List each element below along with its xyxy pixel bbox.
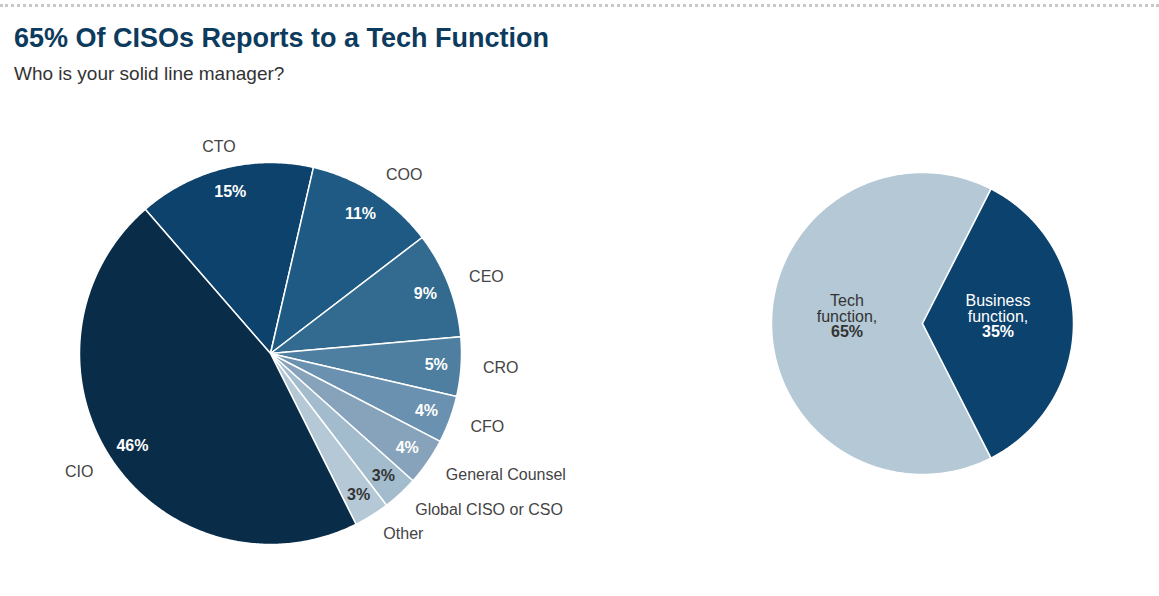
svg-text:4%: 4% (396, 439, 419, 456)
svg-text:65%: 65% (831, 323, 863, 340)
svg-text:General Counsel: General Counsel (446, 466, 566, 483)
svg-text:COO: COO (386, 166, 422, 183)
svg-text:CTO: CTO (202, 138, 235, 155)
svg-text:Other: Other (383, 525, 424, 542)
svg-text:3%: 3% (372, 467, 395, 484)
svg-text:5%: 5% (425, 356, 448, 373)
svg-text:Global CISO or CSO: Global CISO or CSO (415, 501, 563, 518)
svg-text:9%: 9% (414, 285, 437, 302)
svg-text:15%: 15% (214, 183, 246, 200)
svg-text:4%: 4% (415, 402, 438, 419)
svg-text:46%: 46% (116, 437, 148, 454)
svg-text:CFO: CFO (470, 418, 504, 435)
svg-text:3%: 3% (347, 486, 370, 503)
svg-text:35%: 35% (982, 323, 1014, 340)
svg-text:Techfunction,: Techfunction, (817, 292, 877, 325)
html-text:65% Of CISOs Reports to a Tech: 65% Of CISOs Reports to a Tech Function (14, 23, 550, 53)
svg-text:Businessfunction,: Businessfunction, (966, 292, 1031, 325)
html-text:Who is your solid line manager: Who is your solid line manager? (14, 63, 285, 84)
svg-text:CEO: CEO (469, 268, 504, 285)
svg-text:CIO: CIO (65, 463, 93, 480)
svg-text:CRO: CRO (483, 359, 519, 376)
svg-text:11%: 11% (345, 205, 376, 222)
